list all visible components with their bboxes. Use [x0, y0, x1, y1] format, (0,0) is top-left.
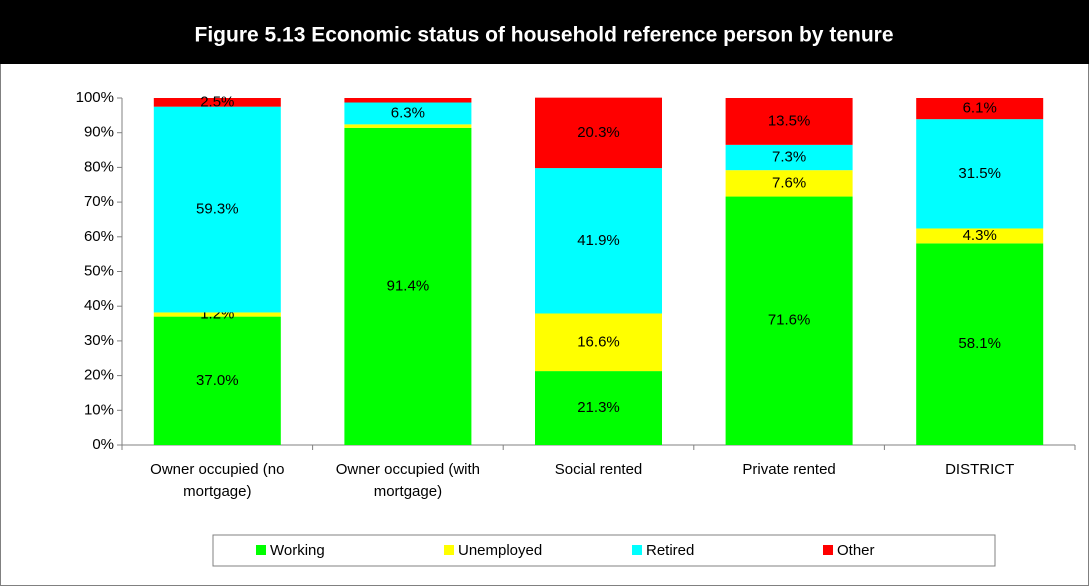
legend-swatch — [632, 545, 642, 555]
data-label: 2.5% — [200, 93, 234, 110]
chart-title: Figure 5.13 Economic status of household… — [195, 24, 894, 47]
legend-swatch — [256, 545, 266, 555]
bar-segment — [725, 98, 853, 145]
y-tick-label: 20% — [84, 367, 114, 384]
legend-box — [212, 534, 996, 567]
data-label: 37.0% — [196, 372, 239, 389]
x-tick-label: Owner occupied (no mortgage) — [150, 461, 285, 500]
data-label: 6.1% — [963, 100, 997, 117]
bar-segment — [535, 371, 662, 445]
bar-segment — [725, 196, 853, 445]
bar-segment — [535, 97, 662, 169]
y-tick-label: 100% — [76, 89, 114, 106]
y-tick-label: 0% — [92, 436, 114, 453]
bar-segment — [916, 119, 1044, 229]
legend-swatch — [823, 545, 833, 555]
y-tick-label: 40% — [84, 297, 114, 314]
bar-segment — [725, 144, 853, 171]
legend-label: Unemployed — [458, 542, 542, 559]
y-tick-label: 60% — [84, 228, 114, 245]
data-label: 21.3% — [577, 399, 620, 416]
bar-segment — [916, 243, 1044, 445]
bar-segment — [153, 106, 281, 313]
bar-segment — [153, 98, 281, 107]
bar-segment — [535, 313, 662, 372]
bar-segment — [535, 168, 662, 314]
data-label: 7.6% — [772, 174, 806, 191]
data-label: 41.9% — [577, 232, 620, 249]
bar-segment — [725, 170, 853, 197]
x-tick-label: Owner occupied (with mortgage) — [335, 461, 480, 500]
bar-segment — [344, 124, 472, 128]
bar-segment — [344, 127, 472, 445]
y-tick-label: 10% — [84, 401, 114, 418]
y-tick-label: 70% — [84, 193, 114, 210]
bar-segment — [916, 98, 1044, 120]
y-tick-label: 90% — [84, 124, 114, 141]
data-label: 91.4% — [387, 277, 430, 294]
data-label: 20.3% — [577, 124, 620, 141]
data-label: 13.5% — [768, 112, 811, 129]
data-label: 58.1% — [958, 335, 1001, 352]
legend-swatch — [444, 545, 454, 555]
legend-label: Working — [270, 542, 325, 559]
bar-segment — [153, 316, 281, 445]
title-bar — [0, 0, 1089, 64]
bar-segment — [153, 312, 281, 317]
data-label: 71.6% — [768, 312, 811, 329]
data-label: 4.3% — [963, 227, 997, 244]
x-tick-label: Private rented — [742, 461, 836, 478]
bar-segment — [344, 98, 472, 103]
data-label: 6.3% — [391, 104, 425, 121]
data-label: 59.3% — [196, 201, 239, 218]
data-label: 16.6% — [577, 333, 620, 350]
bar-segment — [344, 102, 472, 125]
legend-label: Other — [837, 542, 875, 559]
y-tick-label: 50% — [84, 262, 114, 279]
bar-segment — [916, 228, 1044, 244]
x-tick-label: Social rented — [554, 461, 643, 478]
legend-label: Retired — [646, 542, 694, 559]
data-label: 31.5% — [958, 165, 1001, 182]
y-tick-label: 80% — [84, 158, 114, 175]
y-tick-label: 30% — [84, 332, 114, 349]
data-label: 7.3% — [772, 148, 806, 165]
x-tick-label: DISTRICT — [945, 461, 1015, 478]
